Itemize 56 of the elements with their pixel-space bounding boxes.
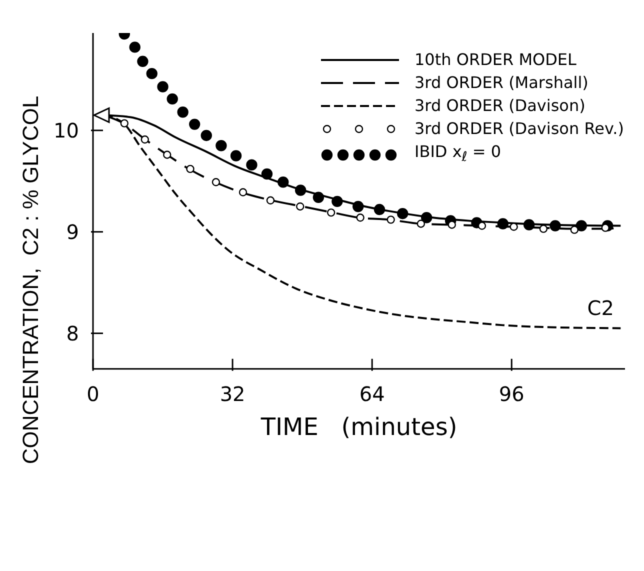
x-tick-label: 64 bbox=[359, 382, 385, 406]
point bbox=[478, 222, 486, 230]
point bbox=[601, 224, 610, 232]
legend-label: 3rd ORDER (Davison) bbox=[414, 95, 586, 117]
point bbox=[294, 184, 306, 196]
point bbox=[177, 106, 188, 118]
y-tick-label: 10 bbox=[54, 118, 79, 142]
point bbox=[523, 219, 535, 230]
legend-label: 10th ORDER MODEL bbox=[414, 49, 576, 71]
y-axis-title: CONCENTRATION, C2 : % GLYCOL bbox=[18, 96, 43, 464]
point bbox=[570, 226, 579, 234]
point bbox=[326, 208, 336, 217]
point bbox=[352, 200, 364, 212]
x-tick-label: 96 bbox=[498, 382, 524, 406]
point bbox=[189, 118, 200, 130]
point bbox=[397, 208, 408, 220]
point bbox=[356, 214, 364, 222]
x-tick-label: 32 bbox=[220, 382, 246, 406]
point bbox=[278, 176, 289, 188]
point bbox=[157, 81, 168, 92]
point bbox=[510, 222, 518, 231]
point bbox=[539, 224, 548, 233]
point bbox=[166, 93, 178, 105]
point bbox=[216, 140, 227, 152]
point bbox=[261, 168, 273, 180]
point bbox=[296, 202, 304, 211]
point bbox=[420, 212, 432, 224]
point bbox=[186, 164, 194, 174]
point bbox=[332, 196, 343, 208]
point bbox=[137, 56, 148, 68]
point bbox=[416, 220, 426, 228]
point bbox=[386, 216, 395, 224]
point bbox=[230, 150, 242, 162]
point bbox=[163, 150, 172, 159]
point bbox=[374, 204, 386, 216]
point bbox=[200, 130, 212, 142]
point bbox=[140, 135, 149, 144]
legend-label: 3rd ORDER (Marshall) bbox=[414, 72, 588, 94]
point bbox=[212, 178, 220, 186]
point bbox=[146, 68, 158, 80]
x-axis-title: TIME (minutes) bbox=[260, 412, 458, 441]
point bbox=[246, 159, 258, 170]
legend-label: IBID x$_{ℓ}$ = 0 bbox=[414, 141, 502, 168]
point bbox=[120, 119, 128, 128]
x-tick-label: 0 bbox=[86, 382, 100, 406]
point bbox=[129, 42, 140, 53]
point bbox=[497, 218, 508, 230]
point bbox=[312, 192, 324, 203]
legend-label: 3rd ORDER (Davison Rev.) bbox=[414, 118, 624, 140]
y-tick-label: 9 bbox=[66, 220, 79, 244]
point bbox=[238, 188, 248, 196]
point bbox=[576, 220, 587, 232]
point bbox=[550, 220, 561, 232]
point bbox=[266, 196, 275, 204]
y-tick-label: 8 bbox=[66, 321, 79, 346]
annotation: C2 bbox=[587, 296, 614, 320]
